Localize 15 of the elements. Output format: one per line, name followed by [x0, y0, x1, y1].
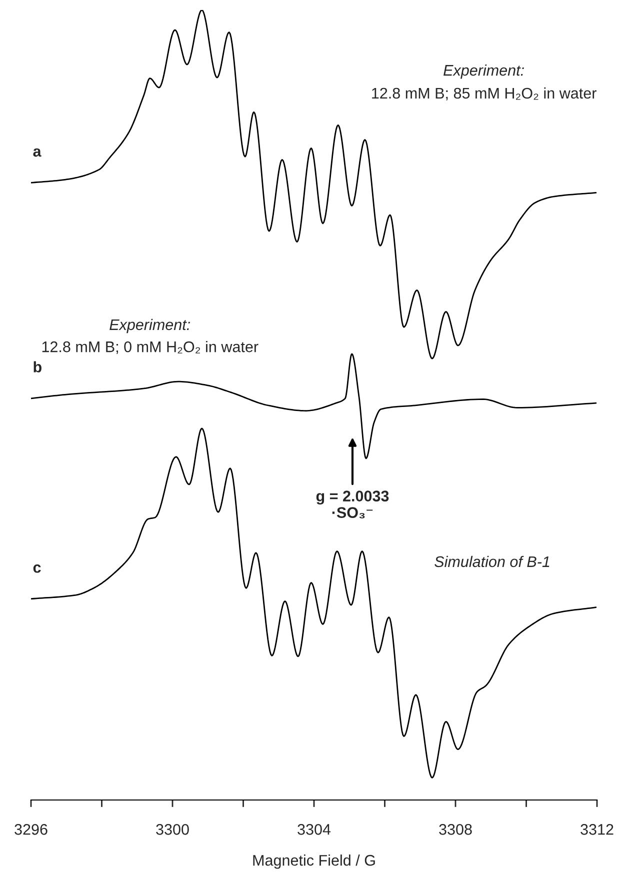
annotation: Experiment:	[444, 64, 524, 79]
x-axis-title: Magnetic Field / G	[253, 854, 375, 869]
series-label: b	[34, 361, 42, 372]
annotation: 12.8 mM B; 0 mM H₂O₂ in water	[42, 341, 258, 354]
series-label: a	[33, 148, 42, 157]
x-tick-label: 3296	[14, 824, 48, 835]
x-tick-label: 3304	[298, 824, 331, 835]
annotation: Simulation of B-1	[434, 556, 550, 568]
x-tick-label: 3308	[439, 824, 472, 835]
annotation: 12.8 mM B; 85 mM H₂O₂ in water	[372, 87, 596, 100]
annotation: Experiment:	[110, 318, 190, 334]
annotation: g = 2.0033 ·SO₃⁻	[316, 490, 389, 518]
x-tick-label: 3300	[156, 824, 189, 835]
x-tick-label: 3312	[580, 824, 614, 835]
series-label: c	[33, 564, 41, 573]
